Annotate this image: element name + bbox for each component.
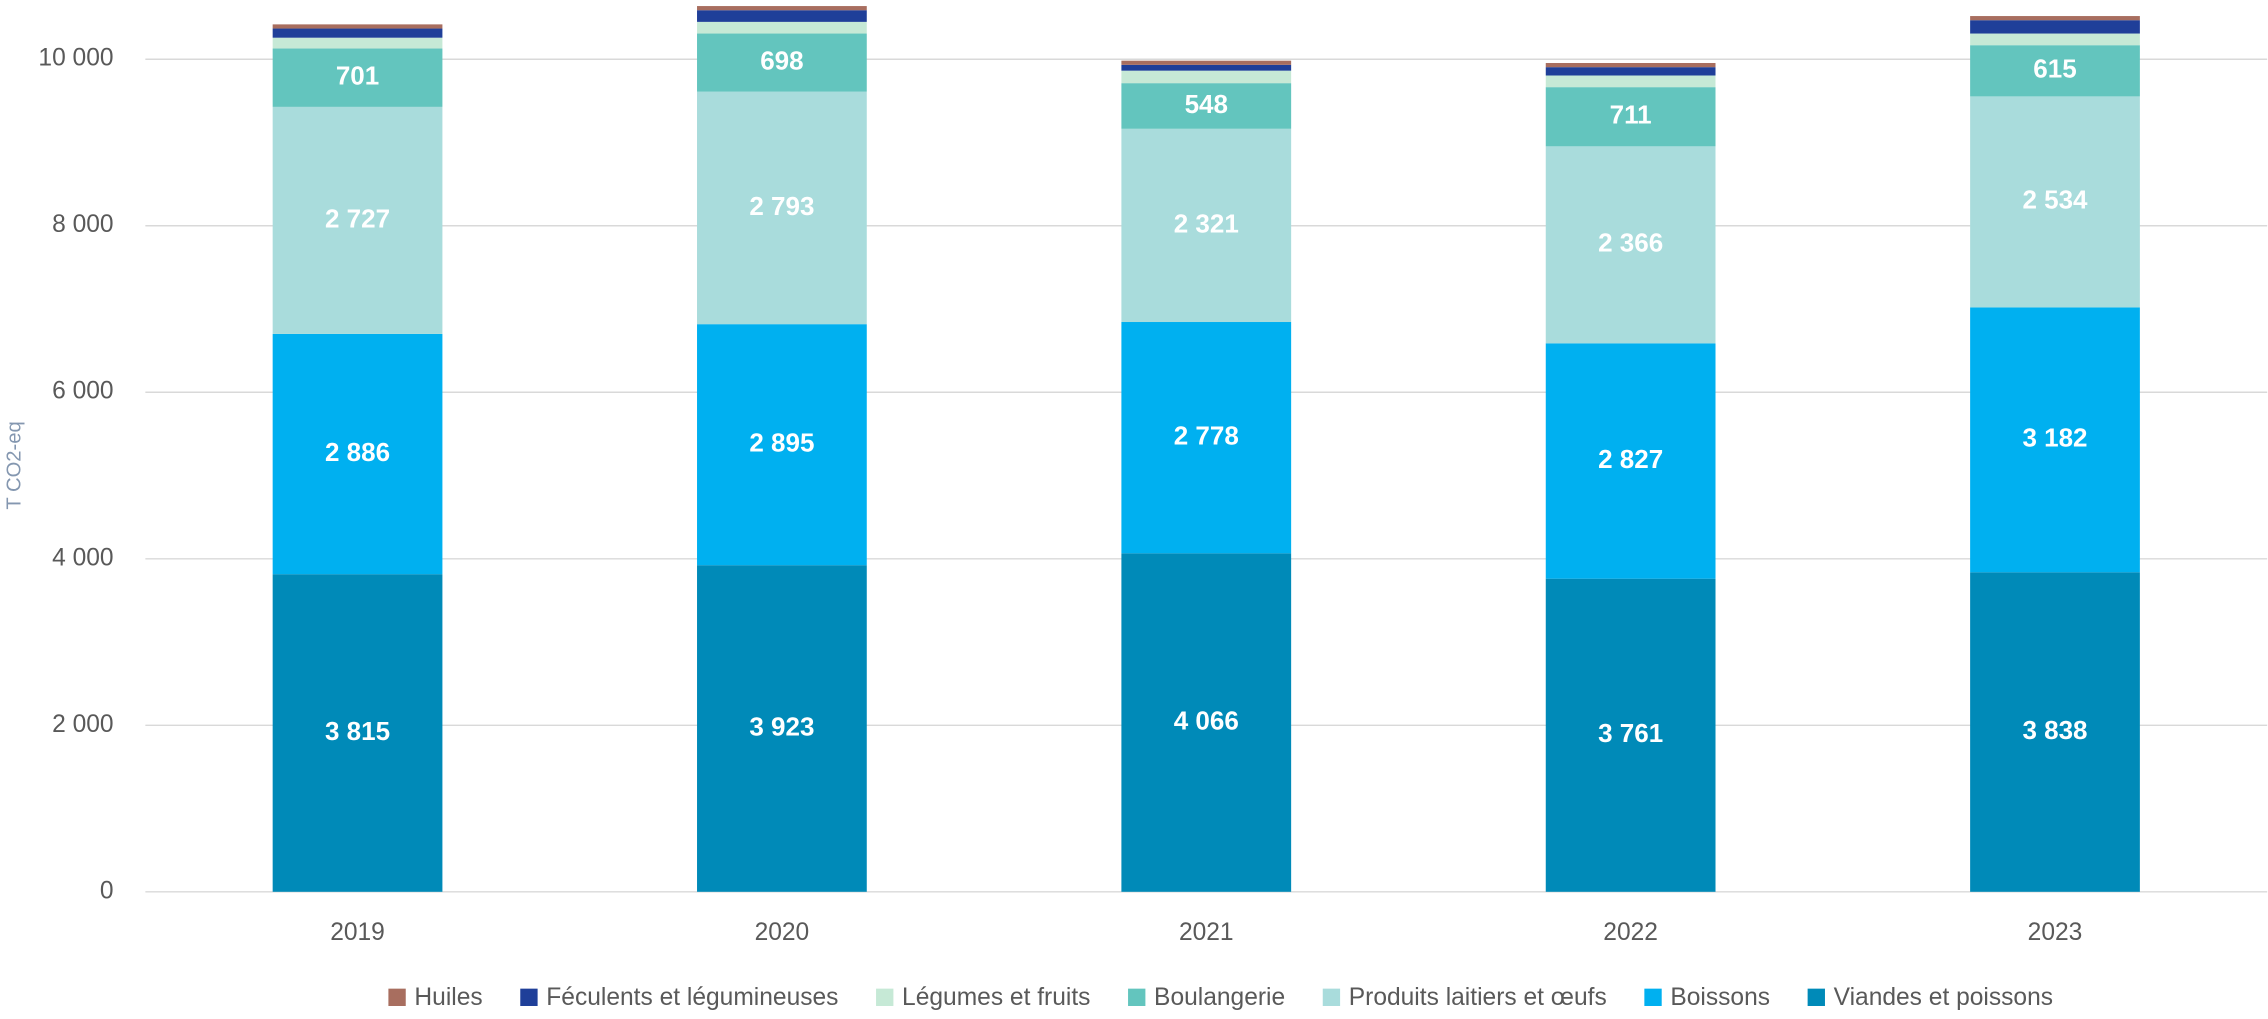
x-tick-label: 2023 xyxy=(2028,919,2083,946)
bar-segment xyxy=(272,106,443,334)
data-label: 4 066 xyxy=(1174,705,1239,735)
bar-segment xyxy=(272,48,443,107)
data-label: 711 xyxy=(1610,100,1652,130)
data-label: 2 321 xyxy=(1174,208,1239,238)
bar-segment xyxy=(272,574,443,892)
y-tick-label: 4 000 xyxy=(52,544,113,571)
bar-segment xyxy=(1970,45,2140,97)
bar-segment xyxy=(1545,63,1716,68)
data-label: 3 761 xyxy=(1598,718,1663,748)
bar-segment xyxy=(1545,67,1716,76)
data-label: 2 727 xyxy=(325,203,390,233)
bar-segment xyxy=(1970,96,2140,308)
bar-segment xyxy=(1545,75,1716,88)
data-label: 3 923 xyxy=(749,711,814,741)
bar-segment xyxy=(272,37,443,49)
bar-segment xyxy=(1121,553,1292,892)
y-axis-label: T CO2-eq xyxy=(4,421,26,509)
bar-segment xyxy=(697,6,867,11)
legend-label: Produits laitiers et œufs xyxy=(1349,984,1607,1011)
data-label: 701 xyxy=(336,61,379,91)
legend-label: Viandes et poissons xyxy=(1834,984,2053,1011)
bar-segment xyxy=(1545,343,1716,579)
y-tick-label: 8 000 xyxy=(52,211,113,238)
legend: Huiles Féculents et légumineuses Légumes e… xyxy=(388,984,2053,1011)
data-label: 2 895 xyxy=(749,428,814,458)
data-label: 698 xyxy=(760,45,803,75)
data-label: 3 838 xyxy=(2022,715,2087,745)
data-label: 3 815 xyxy=(325,716,390,746)
legend-label: Boulangerie xyxy=(1154,984,1285,1011)
legend-swatch xyxy=(388,988,406,1006)
legend-label: Légumes et fruits xyxy=(902,984,1090,1011)
bar-segment xyxy=(697,33,867,92)
legend-label: Huiles xyxy=(414,984,482,1011)
bar-segment xyxy=(1121,70,1292,84)
legend-swatch xyxy=(876,988,894,1006)
bar-segment xyxy=(697,324,867,566)
bar-segment xyxy=(697,21,867,34)
bar-segment xyxy=(1121,128,1292,323)
legend-swatch xyxy=(520,988,538,1006)
bar-segment xyxy=(1121,64,1292,71)
y-tick-label: 2 000 xyxy=(52,711,113,738)
data-label: 2 534 xyxy=(2022,185,2088,215)
y-tick-label: 0 xyxy=(100,877,114,904)
bar-segment xyxy=(697,91,867,325)
bar-segment xyxy=(1970,20,2140,34)
bar-segment xyxy=(272,28,443,38)
data-label: 2 778 xyxy=(1174,421,1239,451)
legend-swatch xyxy=(1807,988,1825,1006)
bar-segment xyxy=(272,333,443,575)
bar-segment xyxy=(272,24,443,29)
bar-segment xyxy=(1970,307,2140,573)
bar-segment xyxy=(1970,572,2140,892)
y-tick-label: 6 000 xyxy=(52,378,113,405)
data-label: 615 xyxy=(2033,54,2076,84)
legend-swatch xyxy=(1128,988,1146,1006)
bar-segment xyxy=(1970,16,2140,21)
bar-segment xyxy=(1545,146,1716,344)
y-tick-label: 10 000 xyxy=(38,45,113,72)
legend-label: Boissons xyxy=(1670,984,1770,1011)
bar-segment xyxy=(1545,87,1716,147)
legend-swatch xyxy=(1322,988,1341,1006)
legend-swatch xyxy=(1644,988,1662,1006)
data-label: 2 366 xyxy=(1598,228,1663,258)
legend-label: Féculents et légumineuses xyxy=(546,984,838,1011)
bar-segment xyxy=(1545,578,1716,892)
bar-segment xyxy=(1121,60,1292,65)
data-label: 548 xyxy=(1185,89,1228,119)
x-tick-label: 2022 xyxy=(1603,919,1658,946)
x-tick-label: 2021 xyxy=(1179,919,1234,946)
data-label: 2 827 xyxy=(1598,444,1663,474)
x-tick-label: 2020 xyxy=(755,919,810,946)
bar-segment xyxy=(1970,33,2140,46)
data-label: 2 886 xyxy=(325,437,390,467)
x-tick-label: 2019 xyxy=(330,919,385,946)
data-label: 2 793 xyxy=(749,191,814,221)
bar-segment xyxy=(1121,83,1292,129)
bar-segment xyxy=(697,10,867,22)
bar-segment xyxy=(697,565,867,892)
data-label: 3 182 xyxy=(2022,423,2087,453)
bar-segment xyxy=(1121,322,1292,554)
